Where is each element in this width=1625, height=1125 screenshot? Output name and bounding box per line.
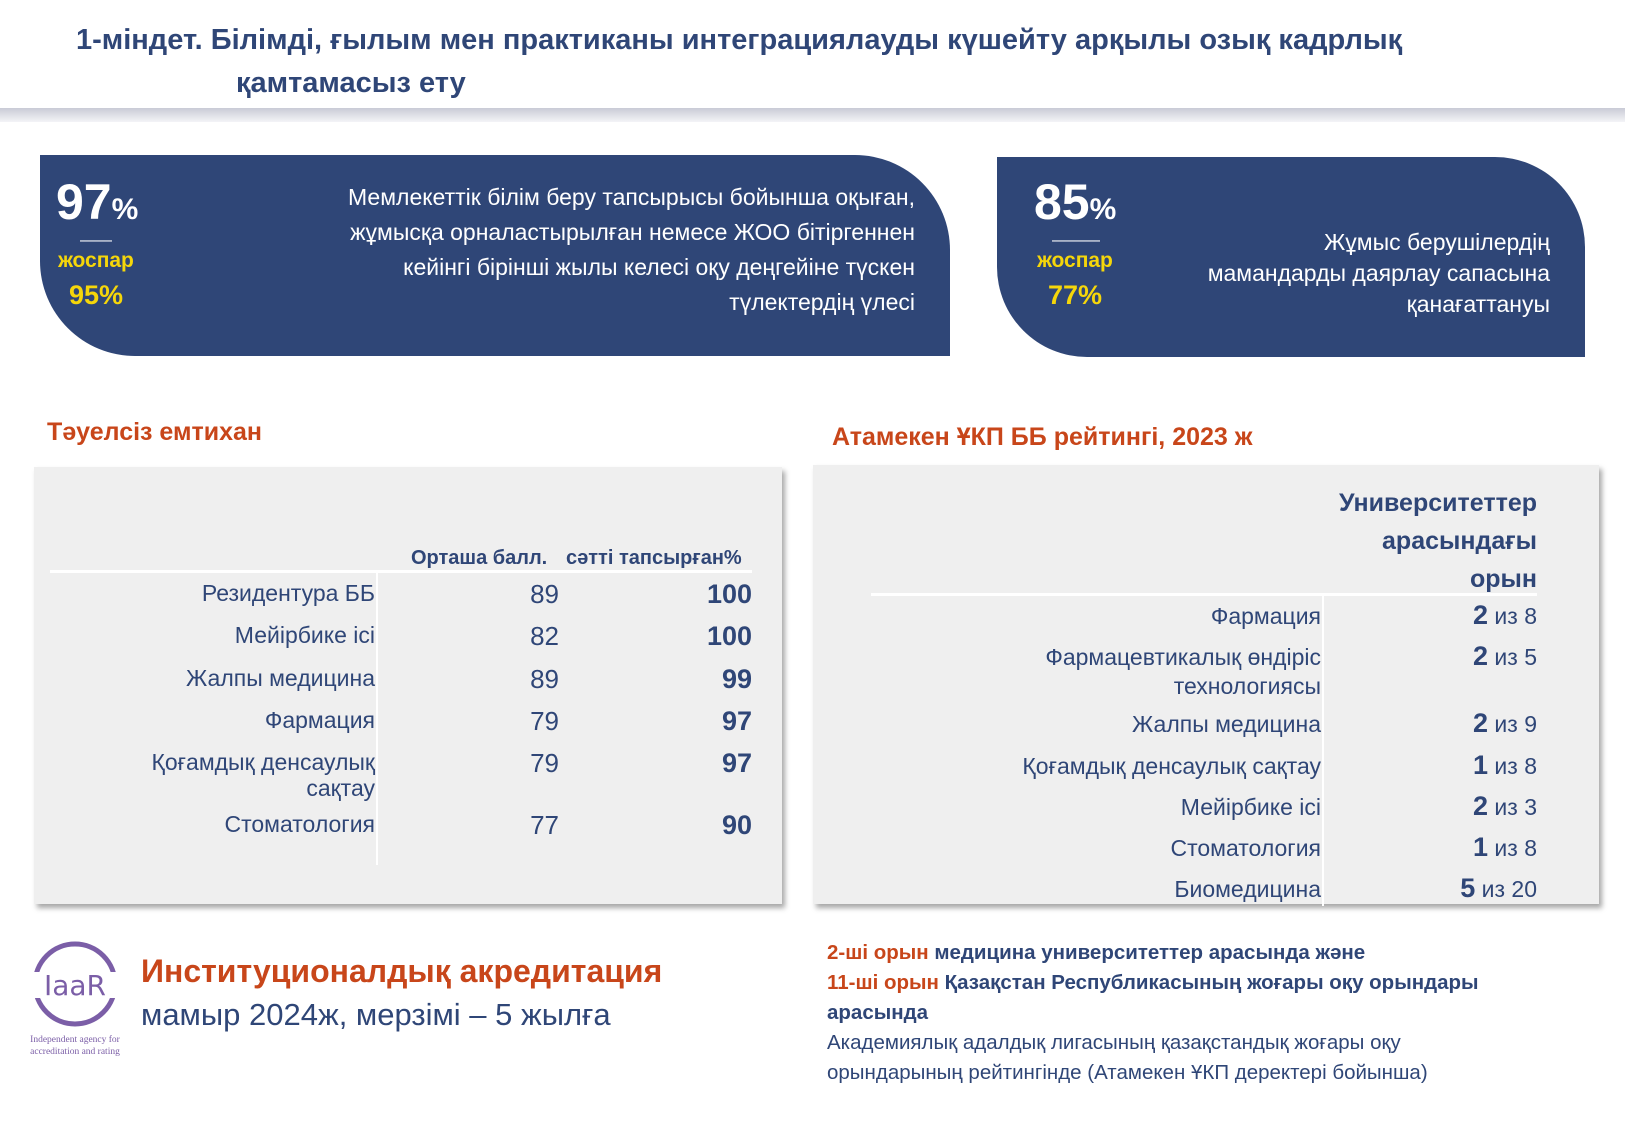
pass-rate: 90 — [721, 810, 752, 840]
col-header-pass: сәтті тапсырған% — [566, 547, 742, 569]
kpi-plan-label: жоспар — [1037, 249, 1113, 272]
pass-rate: 100 — [706, 579, 752, 609]
place-value: 2 из 9 — [1473, 708, 1537, 738]
place-value: 5 из 20 — [1460, 873, 1537, 903]
kpi-card-employers: 85% ——— жоспар 77% Жұмыс берушілердің мам… — [997, 157, 1585, 357]
exam-table — [34, 467, 782, 904]
svg-text:accreditation and rating: accreditation and rating — [30, 1047, 120, 1057]
kpi-description: Жұмыс берушілердің мамандарды даярлау сап… — [1207, 229, 1550, 317]
place-value: 2 из 5 — [1473, 641, 1537, 671]
kpi-plan-label: жоспар — [58, 249, 134, 272]
row-label: Мейірбике ісі — [1180, 794, 1321, 820]
kpi-plan-value: 77% — [1047, 280, 1103, 310]
place-value: 1 из 8 — [1473, 750, 1537, 780]
page-title-line1: 1-міндет. Білімді, ғылым мен практиканы … — [76, 24, 1403, 56]
row-label: Биомедицина — [1174, 876, 1321, 902]
kpi-plan-value: 95% — [68, 280, 124, 310]
iaar-logo: IaaR Independent agency for accreditatio… — [27, 938, 123, 1060]
svg-text:IaaR: IaaR — [44, 969, 106, 1002]
avg-score: 82 — [530, 621, 559, 651]
kpi-value: 97% — [56, 174, 139, 230]
place-value: 2 из 8 — [1473, 600, 1537, 630]
rating-heading: Атамекен ҰКП ББ рейтингі, 2023 ж — [832, 423, 1253, 451]
exam-heading: Тәуелсіз емтихан — [47, 418, 263, 446]
pass-rate: 97 — [721, 748, 752, 778]
table-divider — [1322, 595, 1324, 906]
col-header-avg: Орташа балл. — [411, 547, 548, 569]
row-label: Мейірбике ісі — [234, 622, 375, 648]
avg-score: 77 — [530, 810, 559, 840]
svg-text:Independent agency for: Independent agency for — [30, 1034, 121, 1045]
page-title-line2: қамтамасыз ету — [236, 67, 466, 99]
place-value: 1 из 8 — [1473, 832, 1537, 862]
table-divider — [50, 570, 752, 573]
rating-table — [813, 465, 1599, 904]
row-label: Резидентура ББ — [201, 580, 375, 606]
row-label: Стоматология — [1170, 835, 1322, 861]
iaar-logo-icon: IaaR Independent agency for accreditatio… — [29, 941, 121, 1057]
row-label: Жалпы медицина — [1132, 711, 1321, 737]
avg-score: 89 — [530, 664, 559, 694]
pass-rate: 99 — [721, 664, 752, 694]
table-divider — [376, 572, 378, 865]
row-label: Қоғамдық денсаулық сақтау — [151, 749, 375, 801]
avg-score: 89 — [530, 579, 559, 609]
row-label: Фармацевтикалық өндіріс технологиясы — [1045, 644, 1321, 699]
table-divider — [871, 593, 1537, 596]
kpi-divider: —— — [80, 232, 112, 249]
col-header-place: Университеттер арасындағы орын — [1338, 489, 1537, 593]
pass-rate: 100 — [706, 621, 752, 651]
pass-rate: 97 — [721, 706, 752, 736]
kpi-divider: ——— — [1052, 232, 1100, 249]
row-label: Жалпы медицина — [186, 665, 375, 691]
accreditation-title: Институционалдық акредитация — [141, 953, 663, 989]
kpi-value: 85% — [1034, 174, 1117, 230]
header-divider — [0, 108, 1625, 122]
kpi-description: Мемлекеттік білім беру тапсырысы бойынша… — [348, 184, 915, 315]
row-label: Фармация — [264, 707, 375, 733]
ranking-note: 2-ші орын медицина университеттер арасын… — [827, 941, 1479, 1084]
row-label: Стоматология — [224, 811, 376, 837]
row-label: Қоғамдық денсаулық сақтау — [1022, 753, 1321, 779]
kpi-card-graduates: 97% —— жоспар 95% Мемлекеттік білім беру… — [40, 155, 950, 356]
accreditation-subtitle: мамыр 2024ж, мерзімі – 5 жылға — [141, 997, 611, 1032]
avg-score: 79 — [530, 706, 559, 736]
avg-score: 79 — [530, 748, 559, 778]
row-label: Фармация — [1210, 603, 1321, 629]
place-value: 2 из 3 — [1473, 791, 1537, 821]
